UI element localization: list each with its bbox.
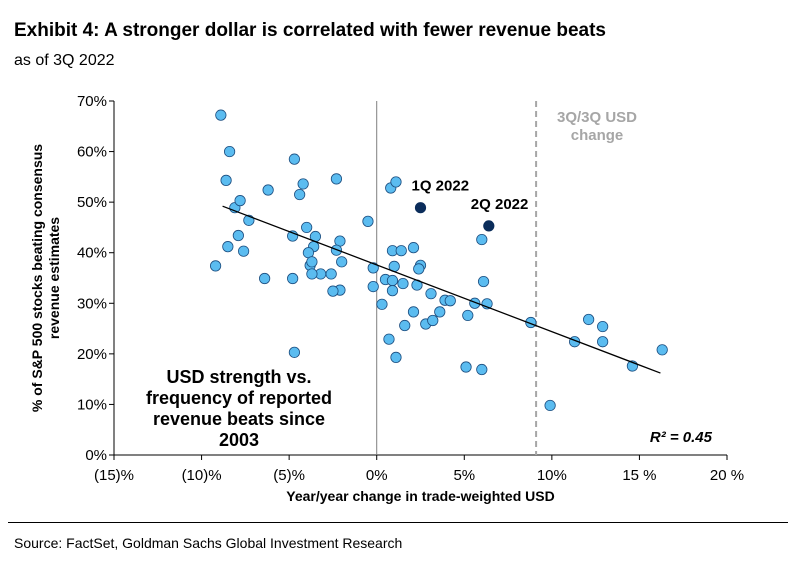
- y-tick-label: 20%: [77, 346, 107, 363]
- data-point: [223, 145, 236, 158]
- data-point: [390, 176, 402, 188]
- data-point: [460, 361, 472, 373]
- data-point: [327, 285, 339, 297]
- data-point: [597, 320, 609, 333]
- axes-layer: 0% 10% 20% 30% 40% 50% 60% 70% (15)% (10)% (5)% 0% 5…: [29, 93, 744, 504]
- r-squared-label: R² = 0.45: [650, 429, 713, 446]
- data-point: [262, 184, 274, 196]
- highlight-point-label: 2Q 2022: [471, 196, 529, 213]
- data-point: [407, 242, 420, 254]
- y-axis-label: % of S&P 500 stocks beating consensusrev…: [29, 144, 62, 412]
- x-tick-label: (10)%: [182, 467, 222, 484]
- highlight-point: [414, 202, 427, 214]
- y-tick-label: 30%: [77, 295, 107, 312]
- data-point: [476, 233, 488, 246]
- data-point: [597, 336, 609, 348]
- data-point: [306, 256, 318, 268]
- data-point: [376, 298, 388, 310]
- y-tick-label: 50%: [77, 194, 107, 211]
- data-point: [222, 241, 234, 253]
- y-axis-label-line: % of S&P 500 stocks beating consensus: [29, 144, 45, 412]
- usd-change-marker-label: 3Q/3Q USD: [557, 109, 637, 126]
- data-point: [367, 280, 379, 293]
- x-tick-label: 20 %: [710, 467, 744, 484]
- footer-divider: [8, 522, 788, 523]
- usd-change-marker-label: change: [571, 127, 624, 144]
- data-point: [209, 260, 222, 272]
- data-point: [297, 178, 309, 190]
- data-point: [238, 245, 250, 257]
- y-tick-label: 70%: [77, 93, 107, 110]
- highlight-point-label: 1Q 2022: [412, 178, 470, 195]
- chart-subtitle: as of 3Q 2022: [14, 52, 115, 69]
- points-layer: [209, 109, 668, 412]
- data-point: [287, 272, 299, 285]
- data-point: [390, 351, 402, 363]
- highlight-point: [483, 220, 495, 232]
- data-point: [306, 268, 318, 280]
- data-point: [220, 174, 232, 186]
- data-point: [462, 309, 474, 322]
- x-tick-label: (5)%: [273, 467, 305, 484]
- annotation-text-line: revenue beats since: [153, 409, 325, 429]
- data-point: [583, 313, 595, 326]
- data-point: [336, 256, 348, 268]
- trendline: [222, 205, 661, 374]
- data-point: [544, 399, 556, 412]
- trendline-layer: [222, 205, 661, 374]
- data-point: [425, 288, 437, 300]
- data-point: [477, 275, 490, 288]
- data-point: [234, 195, 246, 207]
- data-point: [397, 277, 409, 290]
- x-tick-label: 5%: [453, 467, 475, 484]
- x-tick-label: (15)%: [94, 467, 134, 484]
- data-point: [383, 333, 395, 345]
- data-point: [367, 262, 379, 274]
- data-point: [301, 221, 313, 234]
- data-point: [362, 215, 374, 227]
- y-tick-label: 60%: [77, 144, 107, 161]
- annotation-text-line: 2003: [219, 430, 259, 450]
- data-point: [395, 245, 407, 257]
- data-point: [386, 274, 399, 287]
- data-point: [434, 306, 446, 318]
- y-tick-label: 40%: [77, 245, 107, 262]
- y-tick-label: 10%: [77, 396, 107, 413]
- y-axis-label-line: revenue estimates: [46, 217, 62, 339]
- data-point: [386, 285, 399, 297]
- data-point: [288, 153, 300, 165]
- source-note: Source: FactSet, Goldman Sachs Global In…: [14, 535, 403, 551]
- data-point: [330, 173, 343, 185]
- x-tick-label: 15 %: [622, 467, 656, 484]
- data-point: [288, 346, 300, 358]
- annotation-text-line: USD strength vs.: [166, 367, 311, 387]
- y-tick-label: 0%: [85, 447, 107, 464]
- data-point: [294, 188, 306, 201]
- x-axis-label: Year/year change in trade-weighted USD: [286, 488, 554, 504]
- data-point: [325, 268, 337, 280]
- data-point: [427, 314, 439, 327]
- data-point: [413, 263, 425, 275]
- data-point: [656, 344, 668, 356]
- data-point: [407, 306, 420, 318]
- scatter-chart: 0% 10% 20% 30% 40% 50% 60% 70% (15)% (10)% (5)% 0% 5…: [29, 93, 744, 504]
- data-point: [476, 363, 488, 376]
- data-point: [259, 272, 271, 285]
- chart-title: Exhibit 4: A stronger dollar is correlat…: [14, 20, 606, 41]
- x-tick-label: 10%: [537, 467, 567, 484]
- data-point: [215, 109, 227, 121]
- data-point: [399, 319, 411, 332]
- x-tick-label: 0%: [366, 467, 388, 484]
- annotation-text-line: frequency of reported: [146, 388, 332, 408]
- data-point: [444, 295, 456, 307]
- data-point: [232, 229, 244, 242]
